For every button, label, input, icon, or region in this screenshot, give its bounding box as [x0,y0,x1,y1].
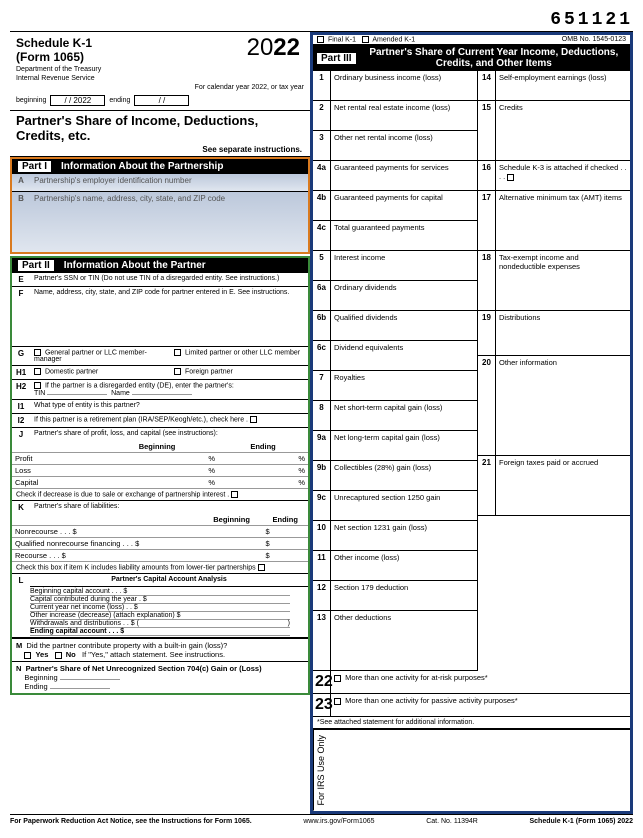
name-input[interactable] [132,394,192,395]
checkbox-M-no[interactable] [55,652,62,659]
form-code: 651121 [550,10,633,30]
checkbox-general-partner[interactable] [34,349,41,356]
checkbox-retirement[interactable] [250,416,257,423]
part2-title: Information About the Partner [64,260,206,271]
part2-label: Part II [18,260,54,271]
date-beginning[interactable]: / / 2022 [50,95,105,106]
row-J: J Partner's share of profit, loss, and c… [12,428,308,501]
row-E: E Partner's SSN or TIN (Do not use TIN o… [12,273,308,287]
row-B: B Partnership's name, address, city, sta… [12,192,308,252]
top-line: 651121 [10,10,633,32]
row-G: G General partner or LLC member-manager … [12,347,308,366]
see-attached: *See attached statement for additional i… [313,717,630,729]
row-H2: H2 If the partner is a disregarded entit… [12,380,308,399]
checkbox-22[interactable] [334,675,341,682]
date-row: beginning / / 2022 ending / / [16,95,304,106]
dept2: Internal Revenue Service [16,75,304,82]
table-K: BeginningEnding Nonrecourse . . . $$ Qua… [12,514,308,562]
checkbox-amended[interactable] [362,36,369,43]
checkbox-23[interactable] [334,698,341,705]
footer: For Paperwork Reduction Act Notice, see … [10,814,633,828]
checkbox-final[interactable] [317,36,324,43]
tax-year: 2022 [247,34,300,62]
part2-header: Part II Information About the Partner [12,258,308,273]
part3-box: Final K-1 Amended K-1 OMB No. 1545-0123 … [310,32,633,814]
field-A: Partnership's employer identification nu… [30,174,308,191]
checkbox-K[interactable] [258,564,265,571]
checkbox-limited-partner[interactable] [174,349,181,356]
date-ending[interactable]: / / [134,95,189,106]
part1-box: Part I Information About the Partnership… [10,157,310,254]
footer-right: Schedule K-1 (Form 1065) 2022 [529,818,633,825]
checkbox-domestic[interactable] [34,368,41,375]
n-end[interactable] [50,688,110,689]
field-E: Partner's SSN or TIN (Do not use TIN of … [30,273,308,286]
row-M: M Did the partner contribute property wi… [12,638,308,661]
row-I1: I1 What type of entity is this partner? [12,400,308,414]
header-left: Schedule K-1 (Form 1065) 2022 Department… [10,32,310,111]
footer-cat: Cat. No. 11394R [426,818,478,825]
part3-header: Part III Partner's Share of Current Year… [313,45,630,71]
n-beg[interactable] [60,679,120,680]
checkbox-M-yes[interactable] [24,652,31,659]
table-J: BeginningEnding Profit%% Loss%% Capital%… [12,441,308,489]
field-F: Name, address, city, state, and ZIP code… [30,287,308,346]
omb: OMB No. 1545-0123 [562,36,626,43]
row-I2: I2 If this partner is a retirement plan … [12,414,308,428]
field-B: Partnership's name, address, city, state… [30,192,308,252]
part1-header: Part I Information About the Partnership [12,159,308,174]
row-K: K Partner's share of liabilities: Beginn… [12,501,308,574]
part3-label: Part III [317,53,356,64]
part1-title: Information About the Partnership [61,161,223,172]
left-column: Schedule K-1 (Form 1065) 2022 Department… [10,32,310,814]
beginning-label: beginning [16,97,46,104]
part2-box: Part II Information About the Partner E … [10,256,310,695]
row-F: F Name, address, city, state, and ZIP co… [12,287,308,347]
see-separate: See separate instructions. [10,145,310,154]
irs-use-box: For IRS Use Only [313,729,630,811]
k1-form: 651121 Schedule K-1 (Form 1065) 2022 Dep… [10,10,633,828]
row-N: N Partner's Share of Net Unrecognized Se… [12,661,308,693]
tin-input[interactable] [47,394,107,395]
part3-title: Partner's Share of Current Year Income, … [362,47,626,69]
checkbox-J[interactable] [231,491,238,498]
checkbox-de[interactable] [34,382,41,389]
footer-mid: www.irs.gov/Form1065 [303,818,374,825]
footer-left: For Paperwork Reduction Act Notice, see … [10,818,252,825]
ending-label: ending [109,97,130,104]
dept1: Department of the Treasury [16,66,304,73]
row-L: L Partner's Capital Account Analysis Beg… [12,574,308,638]
checkbox-16[interactable] [507,174,514,181]
irs-use-label: For IRS Use Only [313,730,328,811]
cal-year: For calendar year 2022, or tax year [16,84,304,91]
row-H1: H1 Domestic partner Foreign partner [12,366,308,380]
part3-grid: 1Ordinary business income (loss) 2Net re… [313,71,630,671]
main-title: Partner's Share of Income, Deductions, C… [10,111,310,145]
checkbox-foreign[interactable] [174,368,181,375]
part1-label: Part I [18,161,51,172]
row-A: A Partnership's employer identification … [12,174,308,192]
